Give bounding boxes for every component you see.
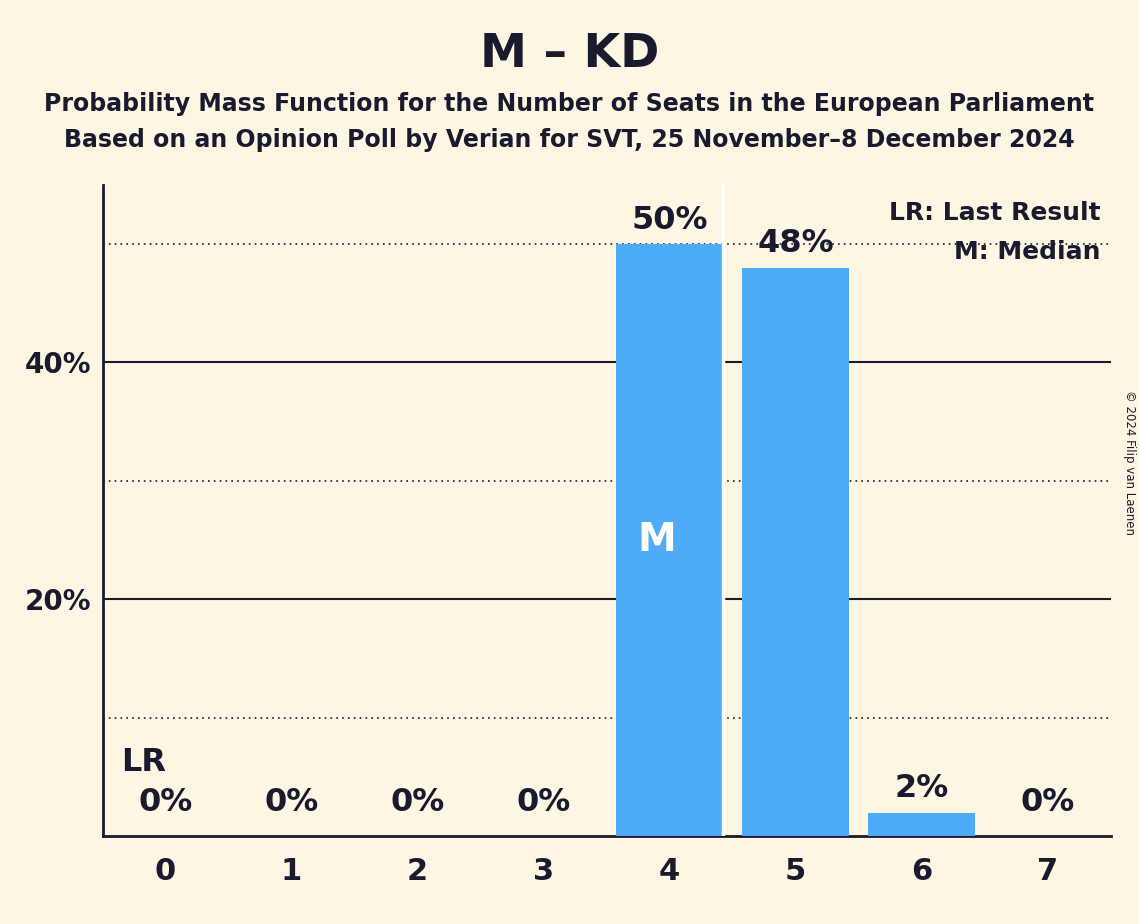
- Text: 48%: 48%: [757, 228, 834, 260]
- Text: LR: Last Result: LR: Last Result: [888, 201, 1100, 225]
- Text: © 2024 Filip van Laenen: © 2024 Filip van Laenen: [1123, 390, 1137, 534]
- Text: 0%: 0%: [1021, 787, 1075, 819]
- Text: M: M: [638, 521, 677, 559]
- Text: 0%: 0%: [391, 787, 444, 819]
- Text: M: Median: M: Median: [954, 240, 1100, 264]
- Text: 2%: 2%: [894, 773, 949, 804]
- Text: 0%: 0%: [264, 787, 319, 819]
- Text: 0%: 0%: [516, 787, 571, 819]
- Text: M – KD: M – KD: [480, 32, 659, 78]
- Bar: [616, 244, 723, 836]
- Bar: [741, 268, 849, 836]
- Text: 50%: 50%: [631, 205, 707, 236]
- Bar: [868, 812, 975, 836]
- Text: Probability Mass Function for the Number of Seats in the European Parliament: Probability Mass Function for the Number…: [44, 92, 1095, 116]
- Text: LR: LR: [122, 748, 166, 778]
- Text: 0%: 0%: [138, 787, 192, 819]
- Text: Based on an Opinion Poll by Verian for SVT, 25 November–8 December 2024: Based on an Opinion Poll by Verian for S…: [64, 128, 1075, 152]
